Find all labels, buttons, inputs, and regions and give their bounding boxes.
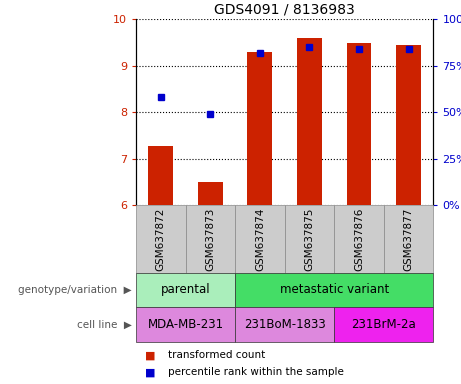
Text: 231BoM-1833: 231BoM-1833 bbox=[244, 318, 325, 331]
Bar bbox=[396, 45, 421, 205]
Text: GSM637874: GSM637874 bbox=[255, 207, 265, 271]
Bar bbox=[384, 205, 433, 273]
Text: GSM637873: GSM637873 bbox=[205, 207, 215, 271]
Bar bbox=[136, 307, 235, 342]
Text: cell line  ▶: cell line ▶ bbox=[77, 319, 131, 329]
Bar bbox=[136, 273, 235, 307]
Bar bbox=[235, 307, 334, 342]
Text: ■: ■ bbox=[145, 350, 156, 360]
Text: parental: parental bbox=[161, 283, 210, 296]
Text: 231BrM-2a: 231BrM-2a bbox=[351, 318, 416, 331]
Bar bbox=[136, 205, 185, 273]
Bar bbox=[334, 307, 433, 342]
Text: GSM637875: GSM637875 bbox=[304, 207, 314, 271]
Bar bbox=[235, 205, 284, 273]
Text: ■: ■ bbox=[145, 367, 156, 377]
Bar bbox=[334, 205, 384, 273]
Text: GSM637877: GSM637877 bbox=[403, 207, 414, 271]
Bar bbox=[248, 52, 272, 205]
Bar bbox=[235, 273, 433, 307]
Bar bbox=[284, 205, 334, 273]
Text: transformed count: transformed count bbox=[168, 350, 266, 360]
Text: GSM637872: GSM637872 bbox=[156, 207, 166, 271]
Text: MDA-MB-231: MDA-MB-231 bbox=[148, 318, 224, 331]
Bar bbox=[185, 205, 235, 273]
Bar bbox=[297, 38, 322, 205]
Text: percentile rank within the sample: percentile rank within the sample bbox=[168, 367, 344, 377]
Text: genotype/variation  ▶: genotype/variation ▶ bbox=[18, 285, 131, 295]
Bar bbox=[148, 146, 173, 205]
Bar bbox=[347, 43, 372, 205]
Text: metastatic variant: metastatic variant bbox=[280, 283, 389, 296]
Title: GDS4091 / 8136983: GDS4091 / 8136983 bbox=[214, 3, 355, 17]
Bar bbox=[198, 182, 223, 205]
Text: GSM637876: GSM637876 bbox=[354, 207, 364, 271]
